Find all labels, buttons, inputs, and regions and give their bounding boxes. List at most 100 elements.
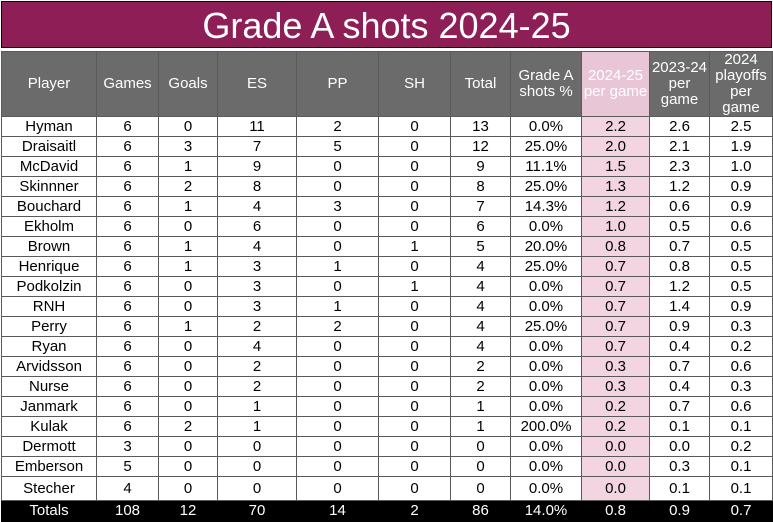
table-cell[interactable]: 1 xyxy=(378,276,451,297)
table-cell[interactable]: 7 xyxy=(450,196,511,217)
table-cell[interactable]: 0 xyxy=(296,356,379,377)
player-name-cell[interactable]: Perry xyxy=(1,316,97,337)
player-name-cell[interactable]: Draisaitl xyxy=(1,136,97,157)
table-cell[interactable]: 25.0% xyxy=(510,136,582,157)
table-cell[interactable]: 1.0 xyxy=(581,216,650,237)
table-cell[interactable]: 1 xyxy=(378,236,451,257)
table-cell[interactable]: 1 xyxy=(158,256,218,277)
table-cell[interactable]: 0.3 xyxy=(649,456,710,477)
player-name-cell[interactable]: Hyman xyxy=(1,116,97,137)
table-cell[interactable]: 0.2 xyxy=(581,416,650,437)
table-cell[interactable]: 1 xyxy=(450,396,511,417)
player-name-cell[interactable]: Nurse xyxy=(1,376,97,397)
table-cell[interactable]: 13 xyxy=(450,116,511,137)
table-cell[interactable]: 6 xyxy=(96,336,159,357)
totals-cell[interactable]: 0.8 xyxy=(581,500,650,522)
table-cell[interactable]: 20.0% xyxy=(510,236,582,257)
table-cell[interactable]: 1 xyxy=(158,316,218,337)
player-name-cell[interactable]: Dermott xyxy=(1,436,97,457)
table-cell[interactable]: 6 xyxy=(96,136,159,157)
player-name-cell[interactable]: Ekholm xyxy=(1,216,97,237)
table-cell[interactable]: 3 xyxy=(296,196,379,217)
column-header-grade-a-pct[interactable]: Grade A shots % xyxy=(510,51,582,117)
table-cell[interactable]: 6 xyxy=(96,316,159,337)
table-cell[interactable]: 4 xyxy=(217,196,297,217)
table-cell[interactable]: 0 xyxy=(158,456,218,477)
table-cell[interactable]: 3 xyxy=(217,256,297,277)
table-cell[interactable]: 7 xyxy=(217,136,297,157)
table-cell[interactable]: 1 xyxy=(296,296,379,317)
table-cell[interactable]: 11.1% xyxy=(510,156,582,177)
table-cell[interactable]: 0 xyxy=(378,456,451,477)
table-cell[interactable]: 0 xyxy=(378,476,451,501)
player-name-cell[interactable]: Brown xyxy=(1,236,97,257)
table-cell[interactable]: 1.2 xyxy=(649,276,710,297)
table-cell[interactable]: 200.0% xyxy=(510,416,582,437)
table-cell[interactable]: 11 xyxy=(217,116,297,137)
table-cell[interactable]: 0.6 xyxy=(709,396,773,417)
table-cell[interactable]: 0.7 xyxy=(581,316,650,337)
table-cell[interactable]: 0.5 xyxy=(709,276,773,297)
table-cell[interactable]: 1 xyxy=(217,416,297,437)
table-cell[interactable]: 0.6 xyxy=(709,216,773,237)
table-cell[interactable]: 0 xyxy=(450,476,511,501)
table-cell[interactable]: 1.2 xyxy=(581,196,650,217)
table-cell[interactable]: 2.3 xyxy=(649,156,710,177)
totals-label[interactable]: Totals xyxy=(1,500,97,522)
table-cell[interactable]: 9 xyxy=(450,156,511,177)
player-name-cell[interactable]: Skinnner xyxy=(1,176,97,197)
table-cell[interactable]: 1.3 xyxy=(581,176,650,197)
table-cell[interactable]: 6 xyxy=(96,216,159,237)
table-cell[interactable]: 4 xyxy=(217,236,297,257)
table-cell[interactable]: 0.5 xyxy=(649,216,710,237)
table-cell[interactable]: 0 xyxy=(378,256,451,277)
totals-cell[interactable]: 14.0% xyxy=(510,500,582,522)
table-cell[interactable]: 0 xyxy=(378,136,451,157)
table-cell[interactable]: 0.4 xyxy=(649,336,710,357)
table-cell[interactable]: 0 xyxy=(158,436,218,457)
player-name-cell[interactable]: Janmark xyxy=(1,396,97,417)
table-cell[interactable]: 0.3 xyxy=(709,316,773,337)
table-cell[interactable]: 0.7 xyxy=(649,236,710,257)
table-cell[interactable]: 1.5 xyxy=(581,156,650,177)
table-cell[interactable]: 0.2 xyxy=(709,336,773,357)
table-cell[interactable]: 2 xyxy=(296,116,379,137)
table-cell[interactable]: 6 xyxy=(96,196,159,217)
table-cell[interactable]: 3 xyxy=(158,136,218,157)
table-cell[interactable]: 8 xyxy=(450,176,511,197)
table-cell[interactable]: 0.0% xyxy=(510,216,582,237)
table-cell[interactable]: 6 xyxy=(96,396,159,417)
table-cell[interactable]: 2.5 xyxy=(709,116,773,137)
table-cell[interactable]: 1 xyxy=(158,196,218,217)
table-cell[interactable]: 0 xyxy=(378,196,451,217)
table-cell[interactable]: 0 xyxy=(378,316,451,337)
table-cell[interactable]: 4 xyxy=(450,296,511,317)
table-cell[interactable]: 5 xyxy=(96,456,159,477)
table-cell[interactable]: 0.7 xyxy=(581,256,650,277)
table-cell[interactable]: 0.9 xyxy=(709,196,773,217)
table-cell[interactable]: 5 xyxy=(450,236,511,257)
table-cell[interactable]: 0.0% xyxy=(510,336,582,357)
table-cell[interactable]: 0.0% xyxy=(510,276,582,297)
table-cell[interactable]: 0 xyxy=(217,456,297,477)
table-cell[interactable]: 0 xyxy=(158,336,218,357)
table-cell[interactable]: 6 xyxy=(96,116,159,137)
table-cell[interactable]: 0.0% xyxy=(510,356,582,377)
column-header-2024-25-per-game[interactable]: 2024-25 per game xyxy=(581,51,650,117)
table-cell[interactable]: 0 xyxy=(296,396,379,417)
table-cell[interactable]: 0 xyxy=(378,396,451,417)
totals-cell[interactable]: 0.7 xyxy=(709,500,773,522)
table-cell[interactable]: 6 xyxy=(96,356,159,377)
table-cell[interactable]: 4 xyxy=(450,336,511,357)
column-header-total[interactable]: Total xyxy=(450,51,511,117)
table-cell[interactable]: 0.9 xyxy=(709,296,773,317)
table-cell[interactable]: 0.1 xyxy=(649,476,710,501)
table-cell[interactable]: 0 xyxy=(296,236,379,257)
column-header-pp[interactable]: PP xyxy=(296,51,379,117)
table-cell[interactable]: 2 xyxy=(450,376,511,397)
table-cell[interactable]: 1.4 xyxy=(649,296,710,317)
table-cell[interactable]: 0.0% xyxy=(510,436,582,457)
player-name-cell[interactable]: Bouchard xyxy=(1,196,97,217)
table-cell[interactable]: 0.0 xyxy=(581,476,650,501)
table-cell[interactable]: 25.0% xyxy=(510,176,582,197)
